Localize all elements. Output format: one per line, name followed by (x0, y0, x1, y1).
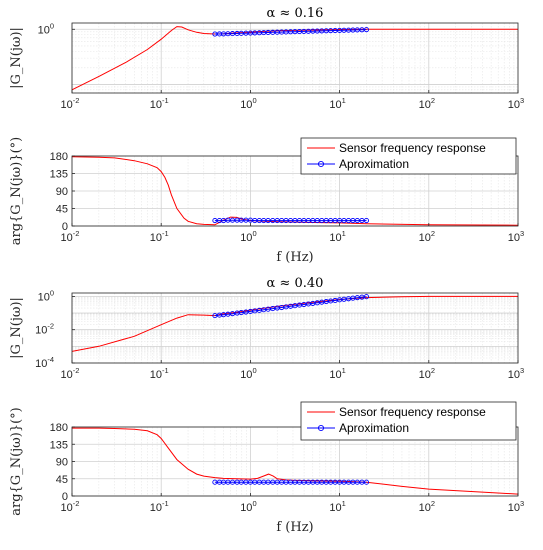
series-2 (212, 294, 370, 319)
x-tick-label: 100 (240, 499, 256, 514)
y-axis-label: |G_N(jω)| (9, 27, 24, 89)
x-tick-label: 10-1 (150, 366, 169, 381)
series-line (214, 296, 367, 317)
data-point (265, 306, 271, 312)
legend-box (300, 137, 517, 175)
chart-panel-3: 10-2 10-1 100 101 102 103 10-4 10-2 100 α ≈ 0.40 |… (9, 276, 524, 381)
series-2 (212, 217, 370, 224)
legend-label: Sensor frequency response (339, 141, 486, 155)
y-axis-label: arg{G_N(jω)}(°) (9, 407, 24, 516)
y-tick-label: 10-4 (35, 355, 54, 370)
y-tick-label: 135 (50, 169, 68, 181)
data-point (363, 294, 370, 300)
y-tick-label: 90 (56, 457, 68, 469)
x-tick-label: 103 (508, 229, 524, 244)
y-tick-label: 100 (38, 288, 54, 303)
y-tick-label: 0 (62, 491, 68, 503)
y-tick-label: 180 (50, 422, 68, 434)
series-2 (212, 479, 370, 485)
legend-item-2: Aproximation (307, 421, 409, 435)
data-point (363, 27, 370, 33)
x-tick-label: 102 (419, 499, 435, 514)
x-axis-label: f (Hz) (276, 250, 313, 265)
x-tick-label: 10-1 (150, 96, 169, 111)
data-point (354, 295, 360, 301)
axes-box (71, 292, 519, 364)
y-axis-label: arg{G_N(jω)}(°) (9, 137, 24, 246)
x-tick-label: 103 (508, 96, 524, 111)
x-tick-label: 102 (419, 366, 435, 381)
data-point (238, 310, 244, 316)
x-tick-label: 10-2 (61, 96, 80, 111)
y-tick-label: 90 (56, 186, 68, 198)
x-tick-label: 101 (329, 366, 345, 381)
series-1 (72, 427, 518, 495)
data-point (229, 311, 236, 317)
legend-label: Aproximation (339, 157, 409, 171)
grid (71, 293, 518, 364)
series-2 (212, 27, 370, 37)
x-tick-label: 100 (240, 96, 256, 111)
x-tick-label: 102 (419, 229, 435, 244)
x-tick-label: 100 (240, 366, 256, 381)
legend-label: Sensor frequency response (339, 405, 486, 419)
series-1 (72, 26, 518, 91)
x-tick-label: 102 (419, 96, 435, 111)
legend-item-2: Aproximation (307, 157, 409, 171)
legend-item-1: Sensor frequency response (307, 405, 486, 419)
x-tick-label: 10-2 (61, 499, 80, 514)
chart-panel-4: 10-2 10-1 100 101 102 103 0 45 90 135 180 arg{G_N(j… (9, 401, 524, 535)
y-tick-label: 45 (56, 204, 68, 216)
y-axis-label: |G_N(jω)| (9, 297, 24, 359)
series-line (72, 427, 518, 495)
chart-title: α ≈ 0.40 (267, 276, 324, 291)
x-tick-label: 103 (508, 366, 524, 381)
data-point (363, 218, 370, 224)
x-axis-label: f (Hz) (276, 520, 313, 535)
legend-marker (317, 424, 325, 432)
x-tick-label: 10-1 (150, 499, 169, 514)
x-tick-label: 100 (240, 229, 256, 244)
x-tick-label: 101 (329, 229, 345, 244)
legend-label: Aproximation (339, 421, 409, 435)
legend-box (300, 401, 517, 441)
y-tick-label: 45 (56, 474, 68, 486)
y-tick-label: 180 (50, 151, 68, 163)
y-tick-label: 10-2 (35, 322, 54, 337)
series-line (72, 26, 518, 91)
legend: Sensor frequency response Aproximation (300, 401, 517, 441)
x-tick-label: 101 (329, 96, 345, 111)
legend-marker (317, 160, 325, 168)
y-tick-label: 135 (50, 439, 68, 451)
x-tick-label: 10-2 (61, 229, 80, 244)
chart-title: α ≈ 0.16 (267, 6, 324, 21)
x-tick-label: 101 (329, 499, 345, 514)
x-tick-label: 10-1 (150, 229, 169, 244)
legend-item-1: Sensor frequency response (307, 141, 486, 155)
axes-box (71, 22, 519, 94)
x-tick-label: 10-2 (61, 366, 80, 381)
y-tick-label: 0 (62, 221, 68, 233)
x-tick-label: 103 (508, 499, 524, 514)
legend: Sensor frequency response Aproximation (300, 137, 517, 175)
chart-panel-1: 10-2 10-1 100 101 102 103 100 α ≈ 0.16 |G_N(jω)| (9, 6, 524, 111)
chart-panel-2: 10-2 10-1 100 101 102 103 0 45 90 135 180 arg{G_N(j… (9, 137, 524, 265)
y-tick-label: 100 (38, 21, 54, 36)
series-line (214, 29, 367, 35)
data-point (363, 479, 370, 485)
